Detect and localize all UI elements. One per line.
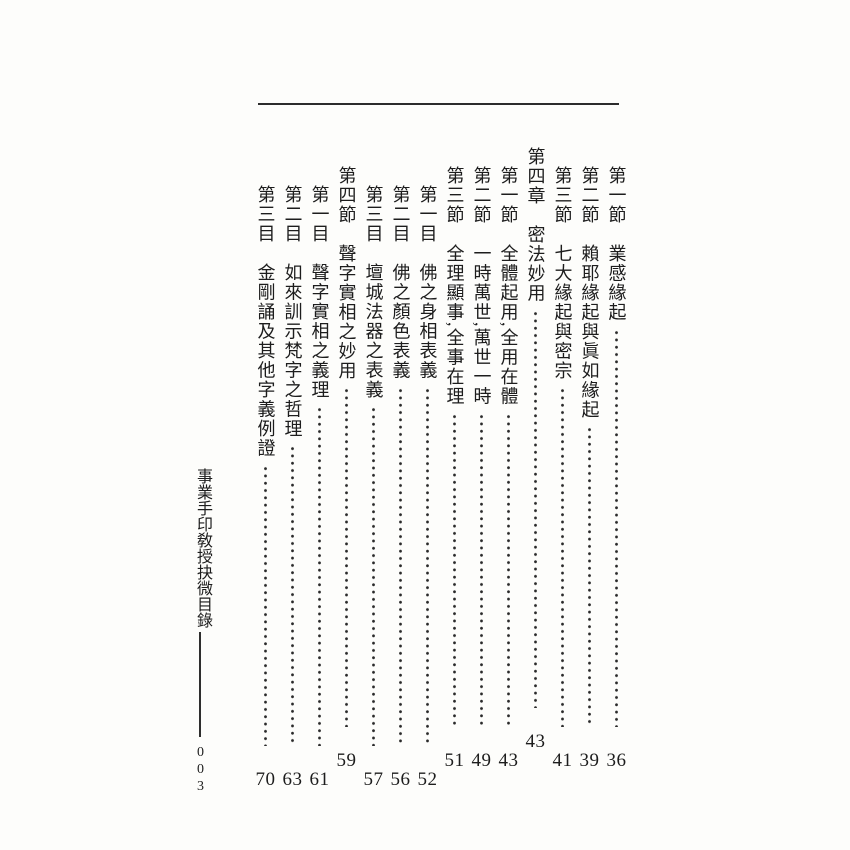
toc-entry-text: 第一節 全體起用,全用在體 [499,166,519,727]
toc-entry-label: 第四節 [336,166,357,225]
toc-entry-text: 第三目 壇城法器之表義 [364,185,384,746]
toc-entry-text: 第一節 業感緣起 [607,166,627,727]
dotted-leader [560,387,565,727]
toc-entry: 第一節 業感緣起 36 [603,147,630,791]
book-title: 事業手印敎授抉微目錄 [194,468,211,628]
toc-entry: 第二目 如來訓示梵字之哲理 63 [279,147,306,791]
dotted-leader [506,412,511,727]
toc-entry-text: 第一目 聲字實相之義理 [310,185,330,746]
toc-entry-label: 第一節 [498,166,519,225]
dotted-leader [371,406,376,746]
toc-entry-page-number: 52 [417,769,438,790]
toc-entry-label: 第四章 [525,147,546,206]
toc-entry-text: 第四節 聲字實相之妙用 [337,166,357,727]
toc-entry: 第三目 壇城法器之表義 57 [360,147,387,791]
toc-entry-page-number: 41 [552,750,573,771]
toc-entry-page-number: 51 [444,750,465,771]
dotted-leader [425,386,430,746]
toc-entry-page-number: 57 [363,769,384,790]
toc-entry: 第一目 聲字實相之義理 61 [306,147,333,791]
toc-entry-page-number: 36 [606,750,627,771]
toc-entry-label: 第二節 [579,166,600,225]
toc-entry: 第一節 全體起用,全用在體 43 [495,147,522,791]
toc-entry-label: 第一目 [417,185,438,244]
toc-entry-title: 聲字實相之妙用 [336,243,357,381]
folio-number: 003 [193,745,208,796]
toc-entry-page-number: 39 [579,750,600,771]
dotted-leader [344,387,349,727]
toc-entry-label: 第一目 [309,185,330,244]
toc-entry-text: 第三節 全理顯事,全事在理 [445,166,465,727]
toc-entry: 第二節 一時萬世,萬世一時 49 [468,147,495,791]
toc-entry-page-number: 70 [255,769,276,790]
toc-entry-page-number: 63 [282,769,303,790]
toc-entry: 第二目 佛之顏色表義 56 [387,147,414,791]
toc-entry-text: 第二目 如來訓示梵字之哲理 [283,185,303,746]
toc-entry-text: 第二目 佛之顏色表義 [391,185,411,746]
dotted-leader [479,412,484,727]
toc-entry-title: 如來訓示梵字之哲理 [282,262,303,439]
toc-entry-page-number: 43 [498,750,519,771]
dotted-leader [587,426,592,727]
header-rule [258,103,619,105]
toc-entry-label: 第二節 [471,166,492,225]
dotted-leader [317,406,322,746]
toc-entry-label: 第二目 [390,185,411,244]
dotted-leader [452,412,457,727]
folio-rule [199,632,201,737]
toc-entry-title: 賴耶緣起與眞如緣起 [579,243,600,420]
toc-entry-text: 第四章 密法妙用 [526,147,546,708]
toc-entry: 第三節 七大緣起與密宗 41 [549,147,576,791]
toc-entry-page-number: 59 [336,750,357,771]
dotted-leader [263,464,268,746]
toc-entry-label: 第三節 [552,166,573,225]
toc-entry-title: 一時萬世,萬世一時 [471,243,492,406]
toc-entry-title: 聲字實相之義理 [309,262,330,400]
toc-entry-label: 第三目 [255,185,276,244]
toc-entry-page-number: 49 [471,750,492,771]
toc-entry-text: 第三節 七大緣起與密宗 [553,166,573,727]
toc-entry-text: 第三目 金剛誦及其他字義例證 [256,185,276,746]
toc-entry: 第四節 聲字實相之妙用 59 [333,147,360,791]
toc-entry-page-number: 56 [390,769,411,790]
toc-entry: 第三節 全理顯事,全事在理 51 [441,147,468,791]
dotted-leader [614,328,619,727]
toc-entry-title: 佛之身相表義 [417,262,438,380]
dotted-leader [290,445,295,746]
dotted-leader [398,386,403,746]
toc-list: 第一節 業感緣起 36 第二節 賴耶緣起與眞如緣起 39 第三節 七大緣起與密宗… [252,147,630,791]
toc-entry-text: 第一目 佛之身相表義 [418,185,438,746]
toc-entry: 第四章 密法妙用 43 [522,147,549,791]
toc-entry-label: 第一節 [606,166,627,225]
toc-entry: 第一目 佛之身相表義 52 [414,147,441,791]
toc-entry-title: 密法妙用 [525,224,546,303]
toc-entry-title: 佛之顏色表義 [390,262,411,380]
toc-entry-title: 七大緣起與密宗 [552,243,573,381]
toc-entry-title: 金剛誦及其他字義例證 [255,262,276,458]
toc-entry-text: 第二節 一時萬世,萬世一時 [472,166,492,727]
toc-entry-page-number: 43 [525,731,546,752]
toc-entry-label: 第三節 [444,166,465,225]
toc-entry-title: 全體起用,全用在體 [498,243,519,406]
toc-entry: 第二節 賴耶緣起與眞如緣起 39 [576,147,603,791]
dotted-leader [533,309,538,708]
toc-entry-title: 壇城法器之表義 [363,262,384,400]
toc-entry-title: 全理顯事,全事在理 [444,243,465,406]
toc-entry: 第三目 金剛誦及其他字義例證 70 [252,147,279,791]
toc-entry-text: 第二節 賴耶緣起與眞如緣起 [580,166,600,727]
toc-entry-label: 第二目 [282,185,303,244]
toc-entry-label: 第三目 [363,185,384,244]
toc-entry-title: 業感緣起 [606,243,627,322]
toc-entry-page-number: 61 [309,769,330,790]
